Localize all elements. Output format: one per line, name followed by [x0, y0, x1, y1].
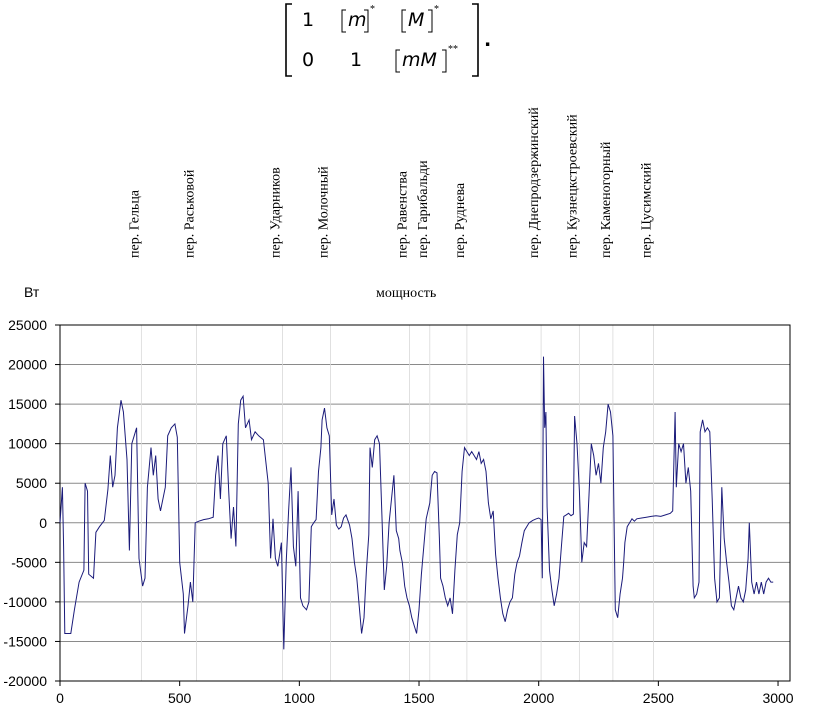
matrix-period: . — [484, 29, 491, 51]
matrix-r1-c2: m — [348, 9, 367, 31]
street-label: пер. Днепродзержинский — [527, 107, 542, 258]
inner-bracket-M-open — [401, 9, 406, 33]
y-tick-label: -20000 — [3, 673, 47, 689]
right-bracket — [472, 3, 479, 77]
matrix-r1-sup1: * — [370, 4, 375, 15]
street-label: пер. Руднева — [453, 182, 468, 258]
gridlines — [60, 324, 790, 682]
street-label: пер. Каменогорный — [599, 141, 614, 258]
chart-title: мощность — [376, 286, 436, 301]
y-tick-label: 15000 — [8, 396, 47, 412]
y-tick-label: 10000 — [8, 436, 47, 452]
x-axis: 0 500 1000 1500 2000 2500 3000 — [56, 681, 794, 706]
street-label: пер. Кузнецкстроевский — [565, 114, 580, 258]
x-tick-label: 3000 — [762, 690, 793, 706]
street-label: пер. Равенства — [395, 170, 410, 258]
inner-bracket-mM-close — [442, 49, 447, 73]
inner-bracket-M-close — [428, 9, 433, 33]
x-tick-label: 1500 — [403, 690, 434, 706]
matrix-r2-c3: mM — [402, 49, 437, 71]
street-labels: пер. Гельца пер. Раськовой пер. Ударников п… — [127, 107, 654, 258]
matrix-r2-c2: 1 — [350, 49, 362, 71]
inner-bracket-mM-open — [395, 49, 400, 73]
matrix-r1-sup2: * — [434, 4, 439, 15]
street-label: пер. Цусимский — [640, 162, 655, 258]
matrix-r1-c1: 1 — [302, 9, 314, 31]
y-tick-label: -15000 — [3, 633, 47, 649]
y-tick-label: 20000 — [8, 357, 47, 373]
plot-frame — [59, 324, 791, 682]
street-label: пер. Раськовой — [182, 169, 197, 258]
y-tick-label: 5000 — [16, 475, 47, 491]
x-tick-label: 500 — [168, 690, 192, 706]
y-axis-label: Вт — [24, 284, 40, 300]
matrix-r2-sup: ** — [448, 44, 458, 55]
matrix-r1-c3: M — [408, 9, 424, 31]
left-bracket — [285, 3, 292, 77]
y-tick-label: -5000 — [11, 554, 47, 570]
y-tick-label: -10000 — [3, 594, 47, 610]
x-tick-label: 1000 — [284, 690, 315, 706]
inner-bracket-m-open — [341, 9, 346, 33]
street-label: пер. Гельца — [127, 189, 142, 258]
street-label: пер. Ударников — [269, 167, 284, 258]
matrix-r2-c1: 0 — [302, 49, 314, 71]
x-tick-label: 0 — [56, 690, 64, 706]
x-tick-label: 2500 — [643, 690, 674, 706]
x-tick-label: 2000 — [523, 690, 554, 706]
inner-bracket-m-close — [364, 9, 369, 33]
street-lines — [140, 325, 654, 681]
y-tick-label: 0 — [39, 515, 47, 531]
street-label: пер. Гарибальди — [416, 160, 431, 258]
series-line-power — [59, 356, 774, 650]
y-tick-label: 25000 — [8, 317, 47, 333]
street-label: пер. Молочный — [316, 166, 331, 258]
matrix-formula: 1 m * M * 0 1 mM ** . — [285, 3, 491, 77]
y-axis: 25000 20000 15000 10000 5000 0 -5000 -10000 -150… — [3, 317, 60, 689]
